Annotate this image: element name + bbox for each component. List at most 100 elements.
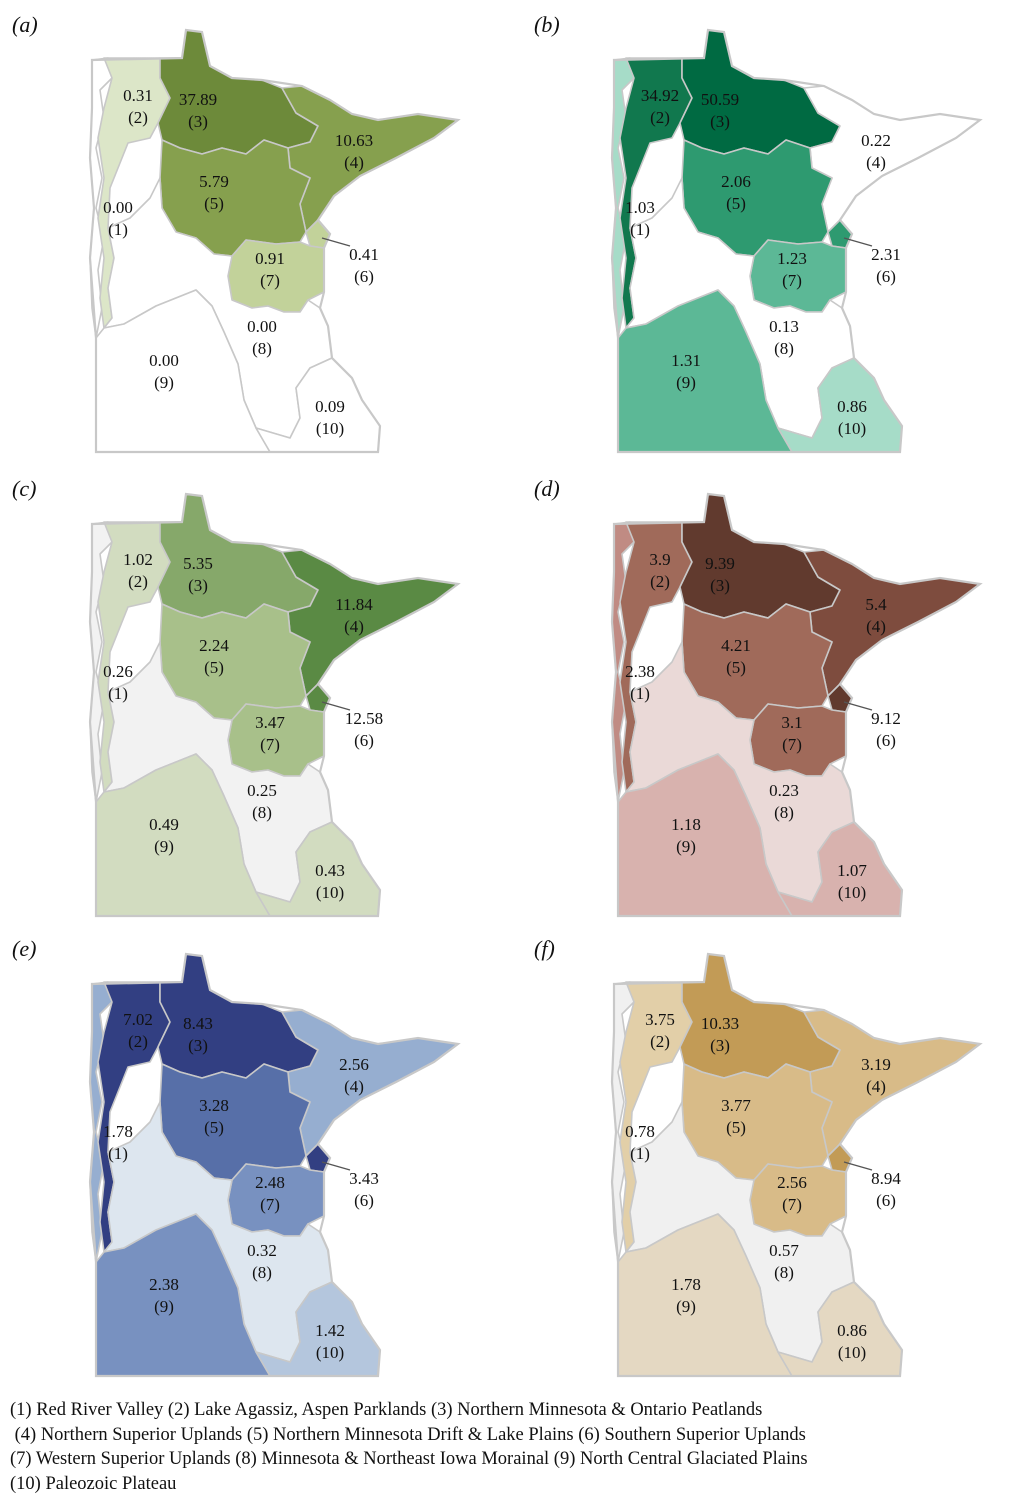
region-value: 2.56: [777, 1173, 807, 1192]
region-value: 9.12: [871, 709, 901, 728]
leader-line: [843, 1161, 873, 1171]
region-value: 10.63: [335, 131, 373, 150]
region-value: 0.13: [769, 317, 799, 336]
region-id: (4): [866, 617, 886, 636]
panel-label: (d): [534, 476, 560, 501]
region-id: (4): [344, 153, 364, 172]
region-id: (2): [650, 572, 670, 591]
region-id: (8): [252, 339, 272, 358]
legend-item: (2) Lake Agassiz, Aspen Parklands: [167, 1400, 427, 1420]
region-value: 5.79: [199, 172, 229, 191]
map-e: 1.78 (1) 7.02 (2) 8.43 (3) 2.56 (4) 3.28 (5) 3.43 (…: [88, 952, 461, 1378]
panel-label: (b): [534, 12, 560, 37]
region-value: 12.58: [345, 709, 383, 728]
region-id: (1): [630, 220, 650, 239]
region-4-shape: [281, 1009, 459, 1157]
region-value: 2.38: [149, 1275, 179, 1294]
region-value: 1.07: [837, 861, 867, 880]
region-id: (6): [354, 731, 374, 750]
region-id: (1): [630, 1144, 650, 1163]
map-panel-b: (b) 1.03 (1) 34.92 (2) 50.59 (3) 0.22 (4) 2.06 (5…: [522, 8, 1022, 468]
legend-item: (4) Northern Superior Uplands: [14, 1424, 243, 1445]
region-id: (9): [676, 373, 696, 392]
legend-item: (7) Western Superior Uplands: [10, 1449, 231, 1469]
region-4-shape: [281, 85, 459, 233]
region-value: 8.94: [871, 1169, 901, 1188]
region-value: 0.86: [837, 1321, 867, 1340]
region-4-shape: [803, 1009, 981, 1157]
region-value: 0.22: [861, 131, 891, 150]
region-value: 3.77: [721, 1096, 751, 1115]
region-value: 3.1: [781, 713, 802, 732]
region-id: (9): [676, 837, 696, 856]
region-id: (7): [260, 735, 280, 754]
region-value: 0.57: [769, 1241, 799, 1260]
region-id: (10): [838, 1343, 866, 1362]
legend-item: (6) Southern Superior Uplands: [578, 1424, 806, 1445]
region-id: (8): [774, 339, 794, 358]
region-id: (7): [782, 1195, 802, 1214]
region-id: (4): [866, 153, 886, 172]
map-c: 0.26 (1) 1.02 (2) 5.35 (3) 11.84 (4) 2.24 (5) 12.5…: [88, 492, 461, 918]
region-value: 0.78: [625, 1122, 655, 1141]
panel-label: (a): [12, 12, 38, 37]
region-id: (8): [252, 803, 272, 822]
region-id: (8): [774, 1263, 794, 1282]
region-value: 3.43: [349, 1169, 379, 1188]
region-id: (7): [260, 271, 280, 290]
region-id: (4): [344, 617, 364, 636]
map-a: 0.00 (1) 0.31 (2) 37.89 (3) 10.63 (4) 5.79 (5) 0.4…: [88, 28, 461, 454]
state-outline: [88, 952, 461, 1378]
region-value: 0.32: [247, 1241, 277, 1260]
region-id: (5): [204, 1118, 224, 1137]
region-value: 5.4: [865, 595, 887, 614]
region-value: 0.09: [315, 397, 345, 416]
region-id: (7): [260, 1195, 280, 1214]
region-id: (3): [188, 112, 208, 131]
state-outline: [610, 28, 983, 454]
region-legend: (1) Red River Valley (2) Lake Agassiz, A…: [10, 1398, 1015, 1496]
legend-item: (5) Northern Minnesota Drift & Lake Plai…: [246, 1424, 574, 1445]
leader-line: [321, 701, 351, 711]
leader-line: [321, 237, 351, 247]
region-value: 0.00: [149, 351, 179, 370]
region-value: 1.18: [671, 815, 701, 834]
leader-line: [843, 237, 873, 247]
region-value: 37.89: [179, 90, 217, 109]
region-id: (3): [188, 576, 208, 595]
region-4-shape: [803, 85, 981, 233]
region-id: (8): [774, 803, 794, 822]
region-value: 1.78: [103, 1122, 133, 1141]
region-id: (2): [128, 1032, 148, 1051]
region-value: 2.56: [339, 1055, 369, 1074]
map-b: 1.03 (1) 34.92 (2) 50.59 (3) 0.22 (4) 2.06 (5) 2.3…: [610, 28, 983, 454]
region-value: 7.02: [123, 1010, 153, 1029]
map-d: 2.38 (1) 3.9 (2) 9.39 (3) 5.4 (4) 4.21 (5) 9.12 (6)…: [610, 492, 983, 918]
region-id: (8): [252, 1263, 272, 1282]
state-outline: [88, 492, 461, 918]
region-id: (9): [154, 837, 174, 856]
region-id: (6): [876, 267, 896, 286]
region-id: (6): [354, 1191, 374, 1210]
region-id: (1): [108, 684, 128, 703]
region-id: (1): [630, 684, 650, 703]
region-id: (2): [650, 1032, 670, 1051]
region-value: 2.24: [199, 636, 229, 655]
region-value: 2.06: [721, 172, 751, 191]
region-value: 1.78: [671, 1275, 701, 1294]
region-value: 8.43: [183, 1014, 213, 1033]
region-id: (6): [876, 1191, 896, 1210]
region-value: 2.38: [625, 662, 655, 681]
region-value: 0.43: [315, 861, 345, 880]
region-id: (3): [188, 1036, 208, 1055]
region-value: 1.03: [625, 198, 655, 217]
region-id: (2): [650, 108, 670, 127]
panel-label: (f): [534, 936, 555, 961]
region-value: 0.00: [247, 317, 277, 336]
region-id: (6): [876, 731, 896, 750]
region-value: 4.21: [721, 636, 751, 655]
region-value: 3.28: [199, 1096, 229, 1115]
region-id: (5): [204, 658, 224, 677]
legend-item: (10) Paleozoic Plateau: [10, 1473, 177, 1494]
region-value: 50.59: [701, 90, 739, 109]
